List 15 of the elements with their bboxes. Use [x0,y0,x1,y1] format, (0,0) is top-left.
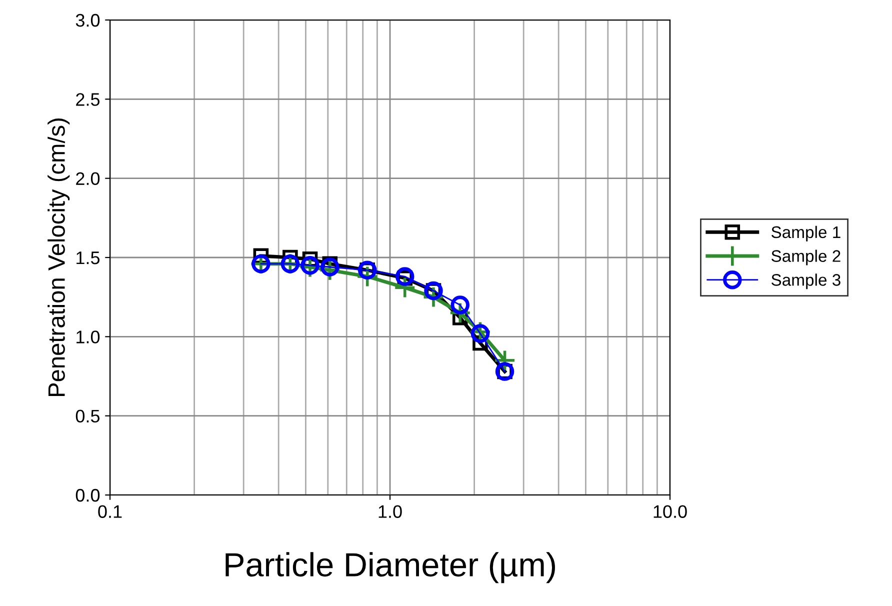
legend-label: Sample 1 [771,226,840,242]
y-tick-label: 3.0 [76,14,100,27]
x-tick-label: 10.0 [654,505,687,518]
y-tick-label: 0.5 [76,410,100,423]
x-axis-title: Particle Diameter (µm) [226,552,555,584]
y-tick-label: 1.0 [76,330,100,344]
x-tick-label: 0.1 [98,505,122,518]
legend-label: Sample 2 [771,250,840,266]
y-axis-title: Penetration Velocity (cm/s) [48,118,70,396]
y-tick-label: 1.5 [76,252,100,264]
y-tick-label: 2.5 [76,93,100,106]
x-tick-label: 1.0 [378,505,402,518]
y-tick-label: 2.0 [76,172,100,186]
y-tick-label: 0.0 [76,488,100,502]
legend-label: Sample 3 [771,274,840,290]
